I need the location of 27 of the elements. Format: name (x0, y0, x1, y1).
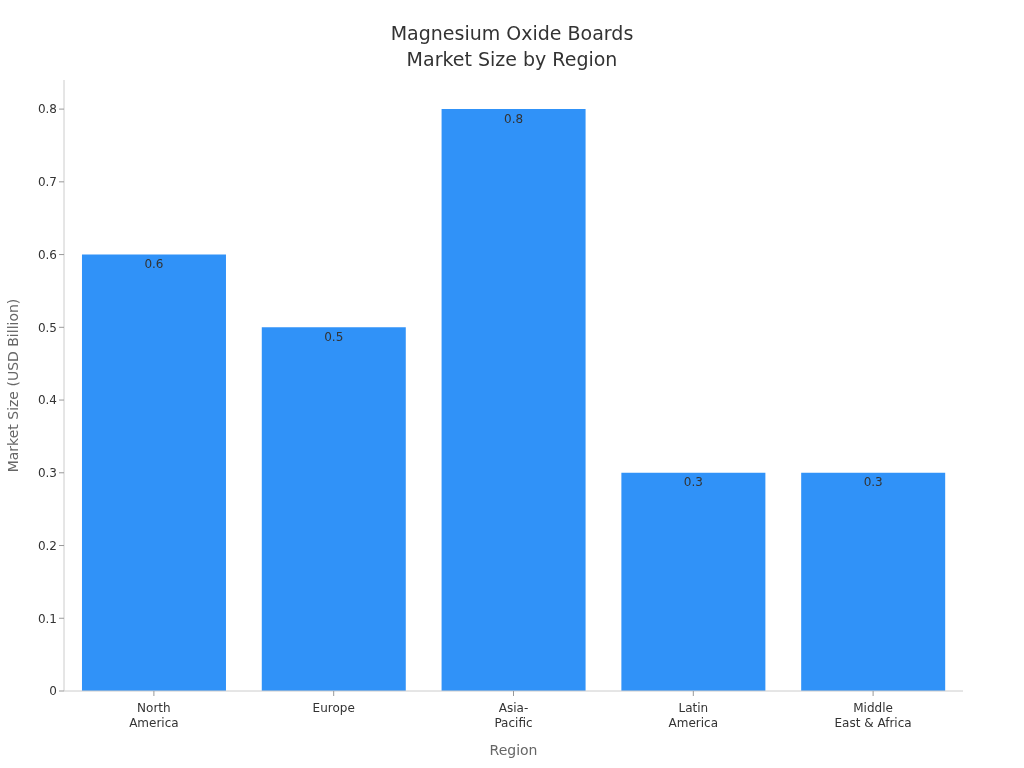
data-label: 0.8 (504, 111, 524, 126)
x-tick-label: Middle East & Africa (834, 701, 912, 730)
y-tick-label: 0.7 (37, 175, 57, 190)
y-tick-label: 0 (49, 684, 57, 699)
data-label: 0.3 (683, 475, 703, 490)
y-tick-label: 0.2 (37, 538, 57, 553)
data-label: 0.3 (863, 475, 883, 490)
y-tick-label: 0.6 (37, 247, 57, 262)
data-label: 0.6 (144, 257, 164, 272)
y-tick-label: 0.1 (37, 611, 57, 626)
y-tick-label: 0.5 (37, 320, 57, 335)
bar (441, 109, 586, 691)
bar (801, 472, 946, 691)
x-tick-label: Latin America (668, 701, 719, 730)
y-axis-title: Market Size (USD Billion) (5, 298, 21, 473)
chart-title: Magnesium Oxide Boards Market Size by Region (389, 21, 635, 72)
x-axis-title: Region (489, 742, 538, 758)
y-tick-label: 0.3 (37, 466, 57, 481)
y-tick-label: 0.8 (37, 102, 57, 117)
bar (621, 472, 766, 691)
x-tick-label: Europe (312, 701, 355, 715)
y-tick-label: 0.4 (37, 393, 57, 408)
x-tick-label: North America (129, 701, 179, 730)
bar (81, 254, 226, 691)
data-label: 0.5 (324, 329, 344, 344)
x-tick-label: Asia- Pacific (494, 701, 533, 730)
bar (261, 327, 406, 691)
